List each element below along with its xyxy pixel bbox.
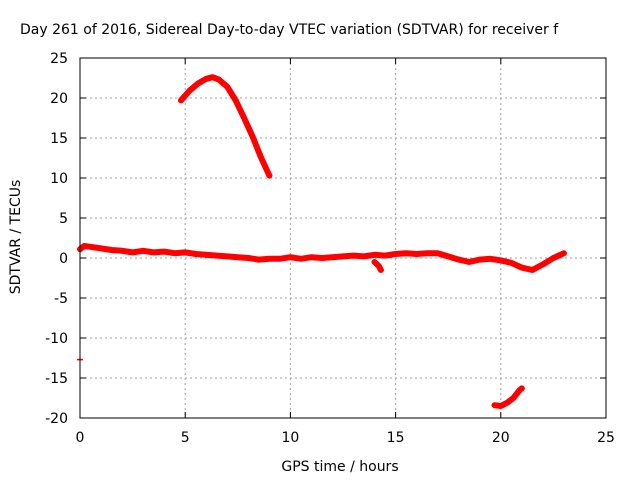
x-tick-label: 25	[597, 430, 615, 446]
data-trace-1	[178, 74, 273, 179]
y-tick-label: -10	[45, 331, 68, 347]
y-tick-label: 5	[59, 211, 68, 227]
x-tick-label: 20	[492, 430, 510, 446]
y-axis-label: SDTVAR / TECUs	[8, 180, 24, 295]
x-tick-label: 0	[76, 430, 85, 446]
x-axis-ticks: 0 5 10 15 20 25	[76, 58, 615, 446]
x-tick-label: 5	[181, 430, 190, 446]
y-tick-label: 20	[50, 91, 68, 107]
y-tick-label: -20	[45, 411, 68, 427]
grid	[80, 58, 606, 418]
data-points	[77, 74, 567, 409]
chart-title: Day 261 of 2016, Sidereal Day-to-day VTE…	[20, 22, 559, 38]
plot-frame	[79, 57, 607, 419]
y-tick-label: 10	[50, 171, 68, 187]
y-axis-ticks: 25 20 15 10 5 0 -5 -10 -15 -20	[45, 51, 606, 427]
y-tick-label: 25	[50, 51, 68, 67]
y-tick-label: -15	[45, 371, 68, 387]
y-tick-label: -5	[54, 291, 68, 307]
x-tick-label: 15	[387, 430, 405, 446]
y-tick-label: 15	[50, 131, 68, 147]
y-tick-label: 0	[59, 251, 68, 267]
x-axis-label: GPS time / hours	[281, 459, 398, 475]
x-tick-label: 10	[281, 430, 299, 446]
